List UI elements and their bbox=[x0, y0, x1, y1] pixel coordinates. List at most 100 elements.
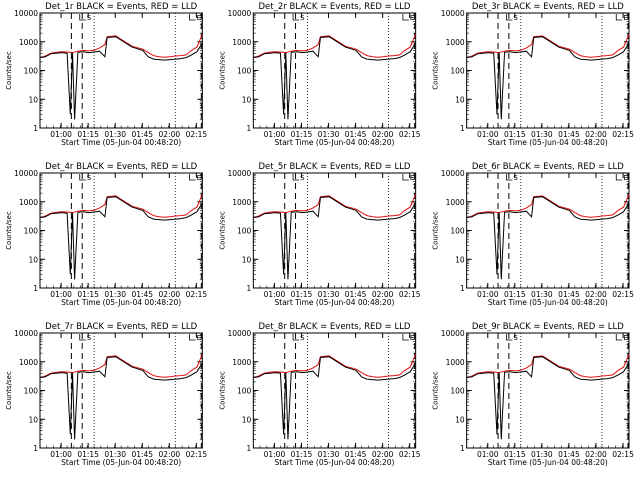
segment-bracket bbox=[189, 334, 196, 341]
x-axis-label: Start Time (05-Jun-04 00:48:20) bbox=[274, 298, 394, 307]
y-tick-label: 1 bbox=[247, 124, 252, 133]
segment-bracket bbox=[402, 174, 409, 181]
plot-frame bbox=[39, 172, 203, 289]
y-tick-label: 1 bbox=[33, 124, 38, 133]
panel-title: Det_3r BLACK = Events, RED = LLD bbox=[472, 2, 624, 12]
x-tick-label: 01:00 bbox=[477, 130, 499, 139]
y-tick-label: 10000 bbox=[14, 169, 38, 178]
segment-marker-label: E bbox=[197, 334, 201, 342]
segment-marker-label: S bbox=[87, 14, 92, 22]
lld-series-line bbox=[39, 354, 203, 379]
y-axis-label: Counts/sec bbox=[432, 51, 440, 90]
y-tick-label: 100 bbox=[24, 227, 39, 236]
segment-marker-label: E bbox=[197, 174, 201, 182]
segment-marker-label: S bbox=[513, 334, 518, 342]
y-axis-label: Counts/sec bbox=[432, 211, 440, 250]
plot-frame bbox=[252, 12, 417, 129]
y-tick-label: 10 bbox=[242, 255, 252, 264]
segment-marker-label: S bbox=[87, 174, 92, 182]
segment-marker-label: E bbox=[410, 334, 414, 342]
detector-panel-7: Det_7r BLACK = Events, RED = LLD 1 10 100 10… bbox=[5, 322, 207, 467]
segment-bracket bbox=[402, 334, 409, 341]
x-tick-label: 01:30 bbox=[531, 450, 553, 459]
events-series-line bbox=[39, 196, 203, 280]
x-tick-label: 02:00 bbox=[372, 130, 394, 139]
y-tick-label: 100 bbox=[24, 387, 39, 396]
y-tick-label: 10 bbox=[28, 95, 38, 104]
panel-title: Det_8r BLACK = Events, RED = LLD bbox=[259, 322, 411, 332]
y-tick-label: 100 bbox=[237, 387, 252, 396]
segment-marker-label: S bbox=[513, 14, 518, 22]
detector-panel-2: Det_2r BLACK = Events, RED = LLD 1 10 100 10… bbox=[218, 2, 420, 147]
x-tick-label: 02:15 bbox=[399, 450, 421, 459]
y-tick-label: 100 bbox=[450, 227, 465, 236]
x-tick-label: 01:45 bbox=[131, 130, 153, 139]
y-tick-label: 10000 bbox=[441, 169, 465, 178]
y-tick-label: 100 bbox=[450, 67, 465, 76]
segment-marker-label: E bbox=[410, 174, 414, 182]
events-series-line bbox=[466, 356, 630, 440]
y-axis-label: Counts/sec bbox=[5, 51, 13, 90]
segment-marker-label: S bbox=[300, 334, 305, 342]
plot-frame bbox=[252, 332, 417, 449]
segment-bracket bbox=[189, 174, 196, 181]
x-tick-label: 01:15 bbox=[291, 450, 313, 459]
y-tick-label: 10 bbox=[28, 255, 38, 264]
x-tick-label: 01:15 bbox=[504, 130, 526, 139]
segment-bracket bbox=[615, 174, 623, 181]
y-tick-label: 10000 bbox=[441, 329, 465, 338]
events-series-line bbox=[253, 356, 417, 440]
detector-panel-8: Det_8r BLACK = Events, RED = LLD 1 10 100 10… bbox=[218, 322, 420, 467]
x-axis-label: Start Time (05-Jun-04 00:48:20) bbox=[488, 298, 608, 307]
segment-marker-label: E bbox=[623, 174, 627, 182]
segment-bracket bbox=[292, 334, 300, 341]
segment-marker-label: S bbox=[300, 174, 305, 182]
x-tick-label: 01:00 bbox=[264, 130, 286, 139]
y-axis-label: Counts/sec bbox=[432, 371, 440, 410]
x-tick-label: 02:00 bbox=[585, 290, 607, 299]
y-tick-label: 1000 bbox=[232, 198, 251, 207]
y-tick-label: 1 bbox=[247, 444, 252, 453]
x-tick-label: 01:45 bbox=[558, 130, 580, 139]
segment-marker-label: E bbox=[410, 14, 414, 22]
y-tick-label: 10000 bbox=[227, 329, 251, 338]
x-tick-label: 01:45 bbox=[558, 290, 580, 299]
panel-title: Det_5r BLACK = Events, RED = LLD bbox=[259, 162, 411, 172]
lld-series-line bbox=[466, 34, 630, 59]
y-tick-label: 100 bbox=[237, 227, 252, 236]
x-tick-label: 02:00 bbox=[585, 450, 607, 459]
plot-frame bbox=[466, 332, 630, 449]
x-tick-label: 02:00 bbox=[372, 450, 394, 459]
x-tick-label: 01:15 bbox=[291, 290, 313, 299]
segment-marker-label: E bbox=[623, 14, 627, 22]
x-tick-label: 01:15 bbox=[504, 450, 526, 459]
x-tick-label: 01:30 bbox=[531, 130, 553, 139]
y-tick-label: 100 bbox=[237, 67, 252, 76]
plot-frame bbox=[466, 172, 630, 289]
y-tick-label: 10 bbox=[242, 95, 252, 104]
x-tick-label: 01:45 bbox=[345, 130, 367, 139]
detector-panel-1: Det_1r BLACK = Events, RED = LLD 1 10 100 10… bbox=[5, 2, 207, 147]
x-tick-label: 01:00 bbox=[50, 290, 72, 299]
lld-series-line bbox=[39, 34, 203, 59]
x-axis-label: Start Time (05-Jun-04 00:48:20) bbox=[61, 138, 181, 147]
x-axis-label: Start Time (05-Jun-04 00:48:20) bbox=[488, 458, 608, 467]
x-tick-label: 02:15 bbox=[399, 130, 421, 139]
y-tick-label: 10 bbox=[455, 415, 465, 424]
x-tick-label: 02:15 bbox=[186, 450, 208, 459]
x-tick-label: 01:15 bbox=[504, 290, 526, 299]
y-tick-label: 10 bbox=[28, 415, 38, 424]
lld-series-line bbox=[253, 354, 417, 379]
x-tick-label: 02:00 bbox=[585, 130, 607, 139]
segment-bracket bbox=[189, 14, 196, 21]
x-tick-label: 02:00 bbox=[159, 290, 181, 299]
y-tick-label: 1 bbox=[460, 444, 465, 453]
x-tick-label: 01:45 bbox=[131, 450, 153, 459]
x-tick-label: 01:30 bbox=[318, 290, 340, 299]
x-tick-label: 02:00 bbox=[372, 290, 394, 299]
segment-marker-label: S bbox=[87, 334, 92, 342]
y-tick-label: 1 bbox=[33, 444, 38, 453]
x-tick-label: 01:45 bbox=[558, 450, 580, 459]
segment-marker-label: E bbox=[197, 14, 201, 22]
